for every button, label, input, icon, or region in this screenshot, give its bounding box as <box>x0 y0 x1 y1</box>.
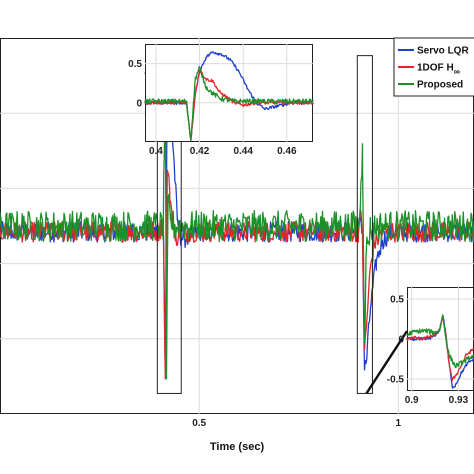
inset-bottom-xtick-label-1: 0.93 <box>449 395 469 406</box>
inset-top-xtick-label-1: 0.42 <box>190 146 210 157</box>
inset-bottom-series <box>406 314 474 389</box>
legend-label-0: Servo LQR <box>417 46 469 57</box>
inset-top-series-line-1 <box>144 69 314 142</box>
main-xtick-label-1: 1 <box>396 418 402 429</box>
inset-top-series <box>144 51 314 142</box>
main-series <box>0 63 474 380</box>
main-series-line-2 <box>0 84 474 380</box>
x-axis-label: Time (sec) <box>210 441 265 453</box>
inset-bottom-ytick-label-2: 0.5 <box>390 295 404 306</box>
inset-bottom-ticks: 0.9 0.93 -0.5 0 0.5 <box>387 295 469 407</box>
main-xtick-label-0: 0.5 <box>192 418 206 429</box>
inset-top-ytick-label-0: 0 <box>136 98 142 109</box>
inset-top-ytick-label-1: 0.5 <box>128 59 142 70</box>
inset-top-ticks: 0.4 0.42 0.44 0.46 0 0.5 <box>128 59 297 157</box>
inset-top-xtick-label-3: 0.46 <box>277 146 297 157</box>
inset-top-xtick-label-0: 0.4 <box>149 146 163 157</box>
legend-label-2: Proposed <box>417 80 463 91</box>
inset-bottom-plot: 0.9 0.93 -0.5 0 0.5 <box>387 287 474 406</box>
connector-bottom <box>365 330 409 395</box>
legend-label-1: 1DOF H∞ <box>417 63 461 77</box>
inset-bottom-xtick-label-0: 0.9 <box>405 395 419 406</box>
legend-label-subscript-1: ∞ <box>454 67 461 77</box>
inset-top-plot: 0.4 0.42 0.44 0.46 0 0.5 <box>128 44 314 157</box>
inset-bottom-ytick-label-1: 0 <box>398 335 404 346</box>
inset-bottom-ytick-label-0: -0.5 <box>387 375 405 386</box>
inset-top-xtick-label-2: 0.44 <box>233 146 253 157</box>
inset-top-series-line-2 <box>144 65 314 142</box>
zoom-box-1 <box>356 55 373 394</box>
legend: Servo LQR 1DOF H∞ Proposed <box>393 37 474 97</box>
main-x-ticks: 0.5 1 <box>192 418 401 429</box>
inset-top-frame <box>145 44 313 142</box>
inset-bottom-series-line-2 <box>406 314 474 369</box>
